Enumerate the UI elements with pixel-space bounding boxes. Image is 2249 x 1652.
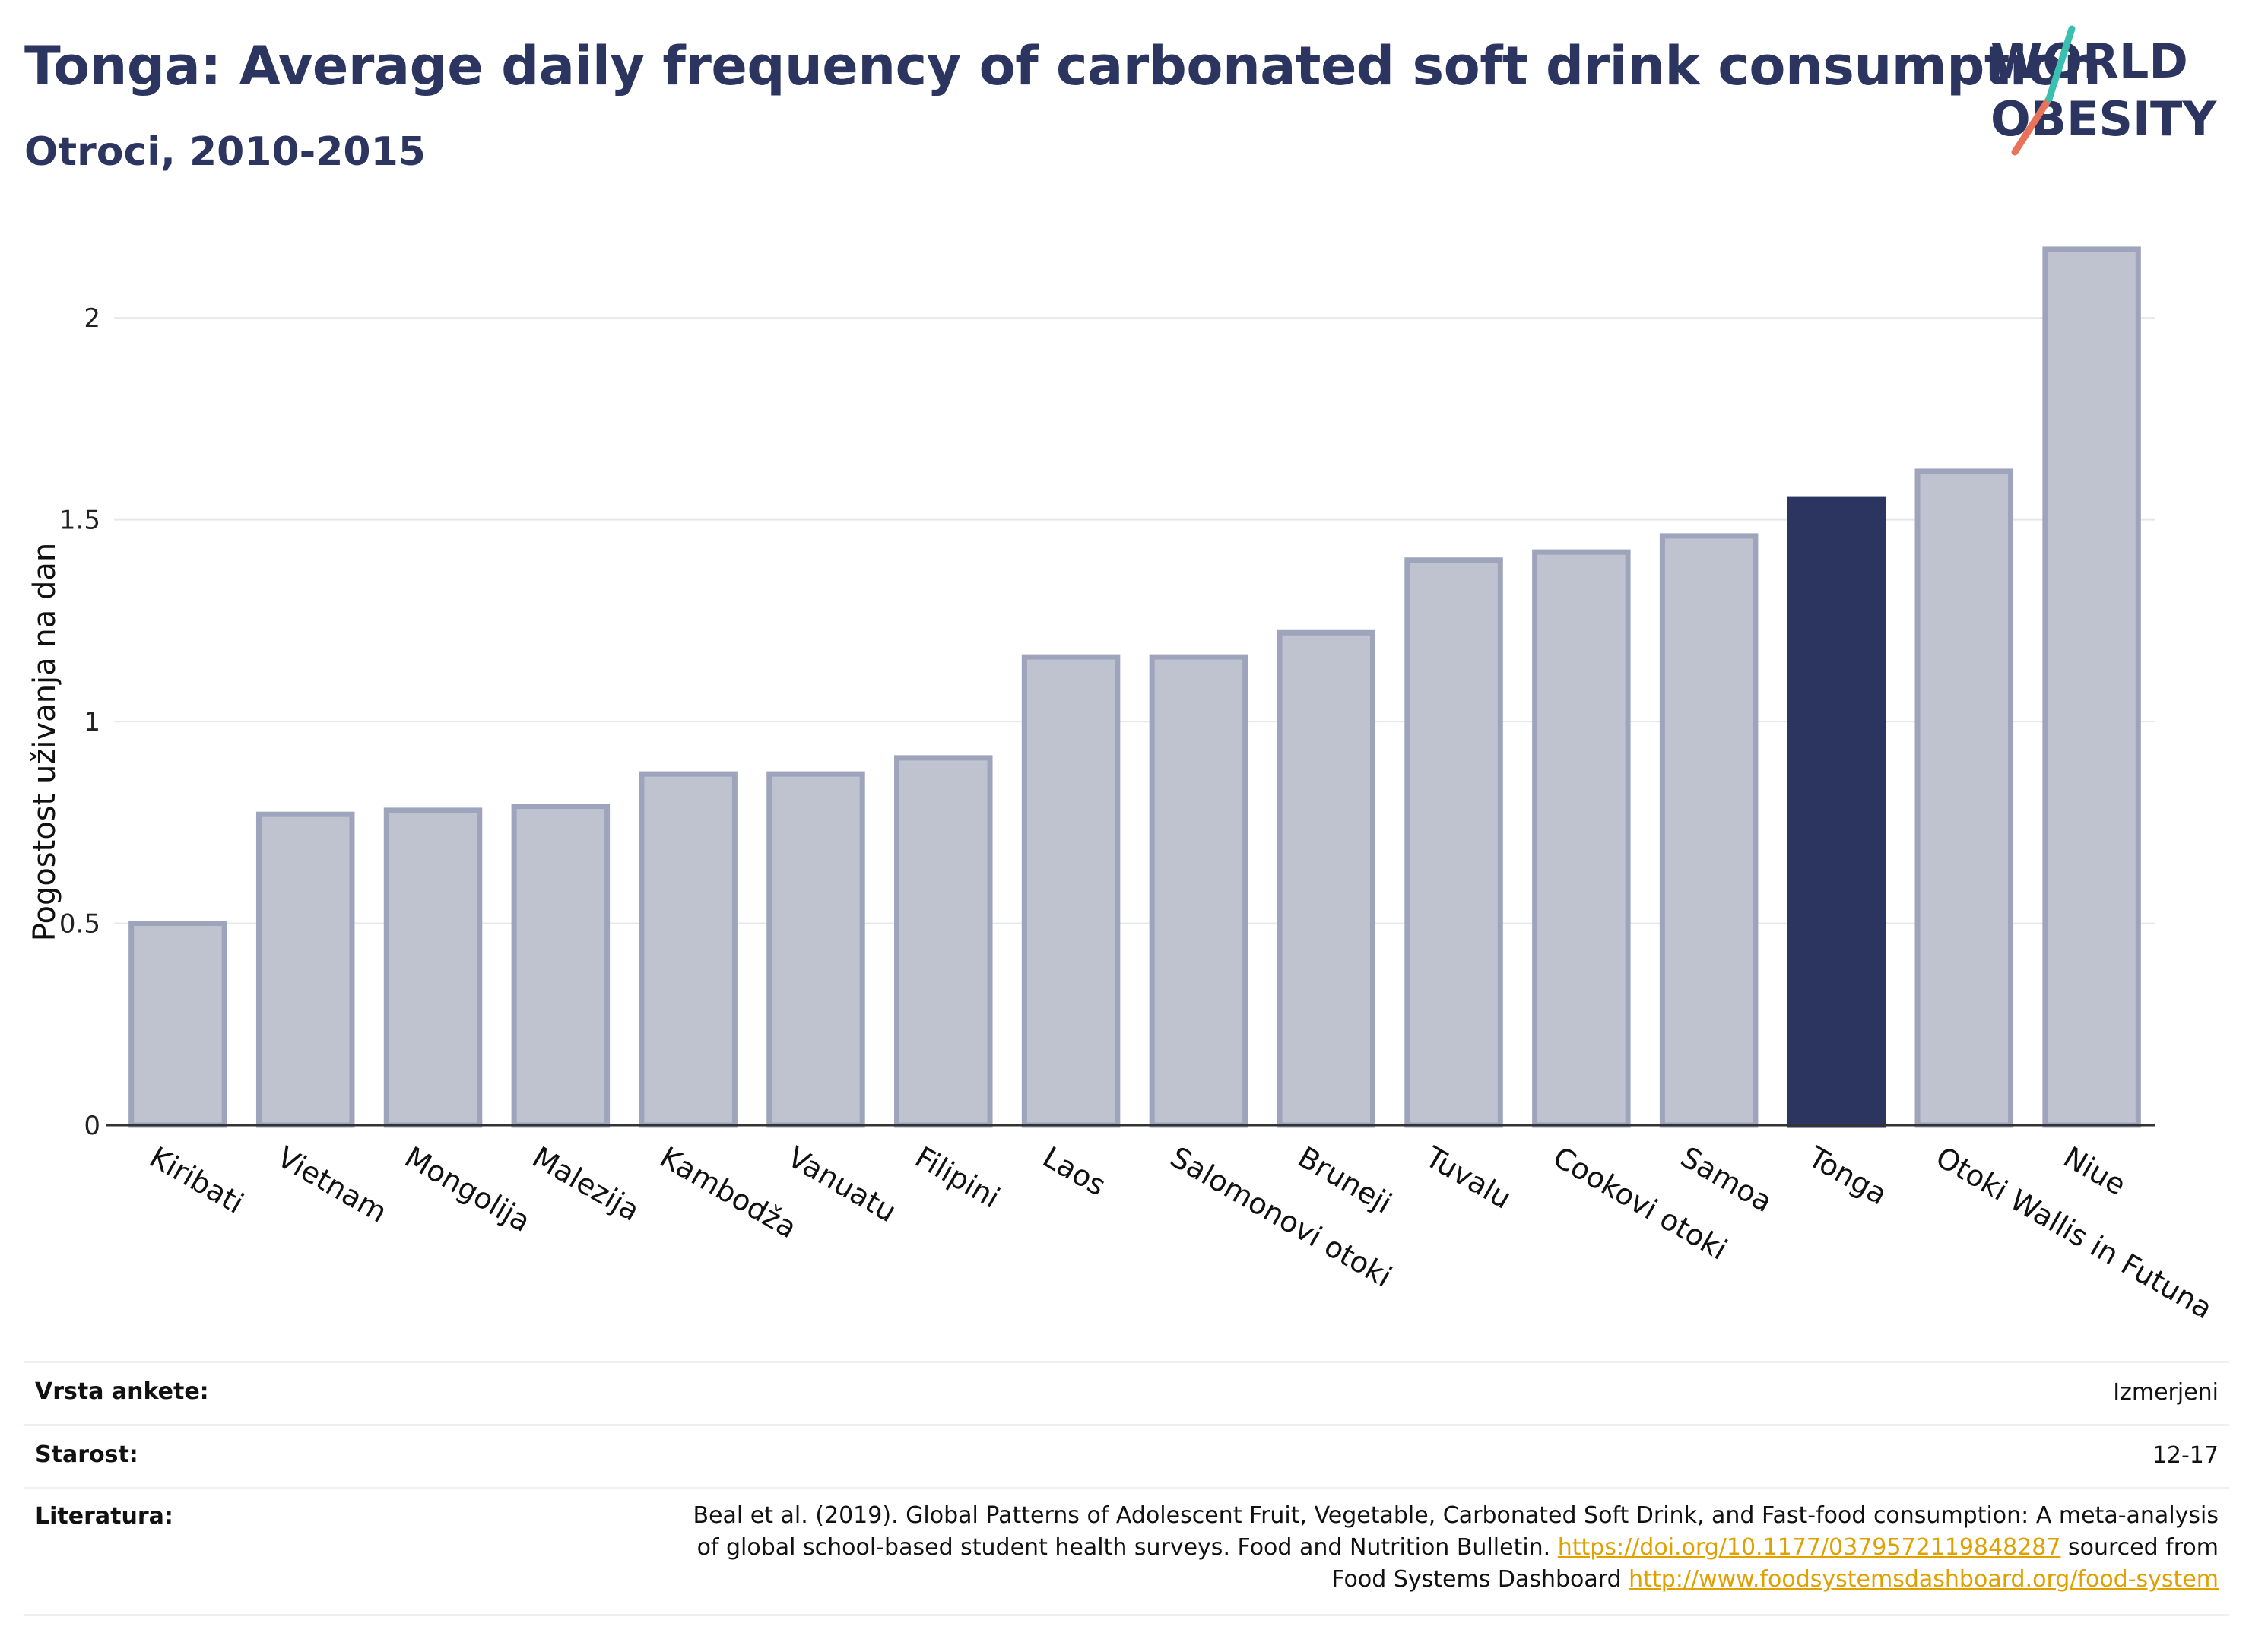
bar-malezija — [511, 804, 611, 1128]
info-row-survey-type: Vrsta ankete: Izmerjeni — [24, 1361, 2229, 1424]
food-systems-link[interactable]: http://www.foodsystemsdashboard.org/food… — [1629, 1566, 2219, 1593]
page-subtitle: Otroci, 2010-2015 — [24, 129, 426, 175]
bar-samoa — [1659, 533, 1759, 1128]
y-tick-label: 1 — [84, 707, 100, 737]
category-label: Kiribati — [144, 1140, 249, 1220]
info-table: Vrsta ankete: Izmerjeni Starost: 12-17 L… — [24, 1361, 2229, 1616]
category-label: Salomonovi otoki — [1165, 1140, 1397, 1294]
literature-line2: of global school-based student health su… — [24, 1532, 2219, 1564]
y-axis-label: Pogostost uživanja na dan — [27, 543, 62, 941]
bar-filipini — [894, 755, 993, 1128]
category-label: Bruneji — [1293, 1140, 1397, 1220]
info-row-literature: Literatura: Beal et al. (2019). Global P… — [24, 1487, 2229, 1616]
literature-line3-text: Food Systems Dashboard — [1331, 1566, 1629, 1593]
category-label: Malezija — [527, 1140, 646, 1228]
category-label: Samoa — [1675, 1140, 1778, 1219]
info-value: 12-17 — [2152, 1442, 2219, 1469]
bar-vanuatu — [766, 771, 865, 1128]
bar-kiribati — [128, 921, 227, 1128]
world-obesity-logo: WORLD OBESITY — [1990, 25, 2217, 156]
y-tick-label: 0 — [84, 1111, 100, 1141]
literature-text: Beal et al. (2019). Global Patterns of A… — [24, 1489, 2229, 1596]
bar-chart: 0 0.5 1 1.5 2 Kiribati Vietnam MongolijaMalezij… — [27, 246, 2218, 1326]
literature-line2-suffix: sourced from — [2060, 1534, 2219, 1561]
category-label: Mongolija — [399, 1140, 536, 1238]
bar-tonga — [1787, 496, 1886, 1128]
category-label: Tonga — [1802, 1140, 1892, 1211]
bar-vietnam — [255, 811, 355, 1128]
bar-otoki-wallis-in-futuna — [1914, 468, 2014, 1128]
bar-cookovi-otoki — [1532, 549, 1631, 1128]
doi-link[interactable]: https://doi.org/10.1177/0379572119848287 — [1557, 1534, 2061, 1561]
y-tick-label: 2 — [84, 303, 100, 334]
bar-laos — [1021, 654, 1121, 1128]
info-key: Starost: — [35, 1441, 138, 1468]
y-tick-label: 0.5 — [59, 909, 100, 940]
info-value: Izmerjeni — [2113, 1379, 2219, 1406]
category-label: Kambodža — [655, 1140, 803, 1245]
category-label: Filipini — [909, 1140, 1005, 1215]
bar-salomonovi-otoki — [1149, 654, 1248, 1128]
category-label: Laos — [1037, 1140, 1112, 1203]
bar-mongolija — [383, 807, 483, 1128]
info-key: Literatura: — [35, 1503, 173, 1530]
labels: 0 0.5 1 1.5 2 Kiribati Vietnam MongolijaMalezij… — [27, 303, 2218, 1325]
info-key: Vrsta ankete: — [35, 1378, 209, 1405]
info-row-age: Starost: 12-17 — [24, 1424, 2229, 1487]
literature-line2-text: of global school-based student health su… — [696, 1534, 1558, 1561]
bar-niue — [2042, 246, 2141, 1128]
logo-slash-teal — [2045, 25, 2076, 103]
bar-tuvalu — [1404, 557, 1503, 1128]
page-title: Tonga: Average daily frequency of carbon… — [24, 35, 2101, 97]
logo-line2: OBESITY — [1990, 91, 2217, 147]
category-label: Tuvalu — [1420, 1140, 1517, 1216]
bars — [128, 246, 2141, 1128]
category-label: Vietnam — [271, 1140, 392, 1229]
literature-line1: Beal et al. (2019). Global Patterns of A… — [693, 1502, 2219, 1529]
logo-line1: WORLD — [1990, 33, 2188, 89]
bar-bruneji — [1277, 629, 1375, 1128]
category-label: Niue — [2058, 1140, 2132, 1202]
y-tick-label: 1.5 — [59, 506, 100, 536]
literature-line3: Food Systems Dashboard http://www.foodsy… — [24, 1564, 2219, 1596]
bar-kambod-a — [639, 771, 738, 1128]
logo-slash-red — [2011, 95, 2053, 156]
